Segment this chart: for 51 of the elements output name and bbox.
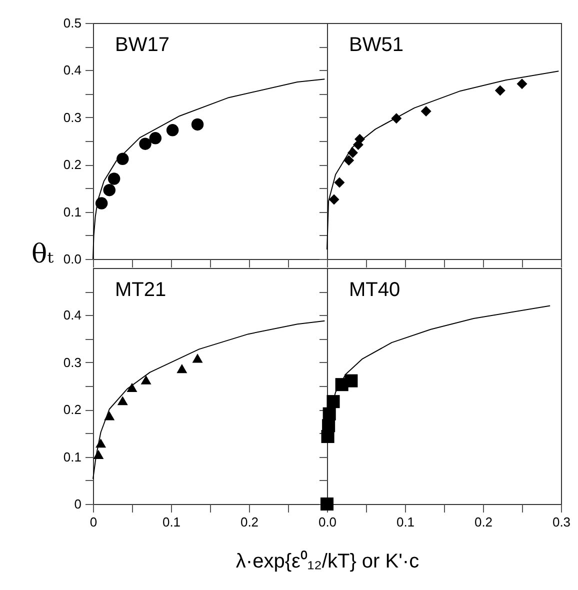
point <box>334 177 345 188</box>
y-tick-label: 0.5 <box>63 16 82 30</box>
y-tick-label: 0.1 <box>63 449 82 464</box>
point <box>149 132 162 144</box>
y-tick-label: 0 <box>74 496 82 512</box>
point <box>166 124 179 136</box>
point <box>344 155 354 166</box>
y-axis-title: θₜ <box>32 240 54 270</box>
annotation: BW17 <box>115 34 170 56</box>
point <box>344 374 358 388</box>
point <box>95 197 108 210</box>
x-axis-title: λ·exp{ε⁰₁₂/kT} or K'·c <box>236 550 420 572</box>
line-series <box>92 320 326 480</box>
point <box>192 354 203 363</box>
x-tick-label: 0.1 <box>162 514 181 530</box>
y-tick-label: 0.4 <box>63 308 82 323</box>
x-tick-label: 0.0 <box>318 514 337 530</box>
point <box>191 118 204 131</box>
point <box>320 497 334 511</box>
x-tick-label: 0.3 <box>552 514 571 530</box>
point <box>420 106 432 117</box>
y-tick-label: 0.3 <box>63 354 82 370</box>
y-tick-label: 0.4 <box>63 62 82 78</box>
point <box>108 172 120 185</box>
y-tick-label: 0.0 <box>63 252 82 266</box>
y-tick-label: 0.3 <box>63 110 82 125</box>
x-tick-label: 0 <box>90 514 98 530</box>
annotation: BW51 <box>349 34 404 56</box>
point <box>326 395 340 408</box>
point <box>516 78 528 90</box>
point <box>322 407 336 420</box>
point <box>139 138 152 150</box>
point <box>126 382 138 392</box>
point <box>103 184 116 196</box>
y-tick-label: 0.2 <box>63 157 82 172</box>
x-tick-label: 0.2 <box>240 514 259 530</box>
point <box>104 411 115 420</box>
line-series <box>92 78 326 260</box>
x-tick-label: 0.2 <box>474 514 493 530</box>
annotation: MT21 <box>115 279 166 301</box>
annotation: MT40 <box>349 279 400 301</box>
point <box>117 396 128 406</box>
y-tick-label: 0.1 <box>63 204 82 220</box>
point <box>176 364 188 374</box>
point <box>494 85 506 96</box>
y-tick-label: 0.2 <box>63 402 82 418</box>
point <box>347 148 358 158</box>
point <box>140 375 152 384</box>
x-tick-label: 0.1 <box>396 514 415 530</box>
point <box>328 194 340 205</box>
point <box>116 152 129 166</box>
